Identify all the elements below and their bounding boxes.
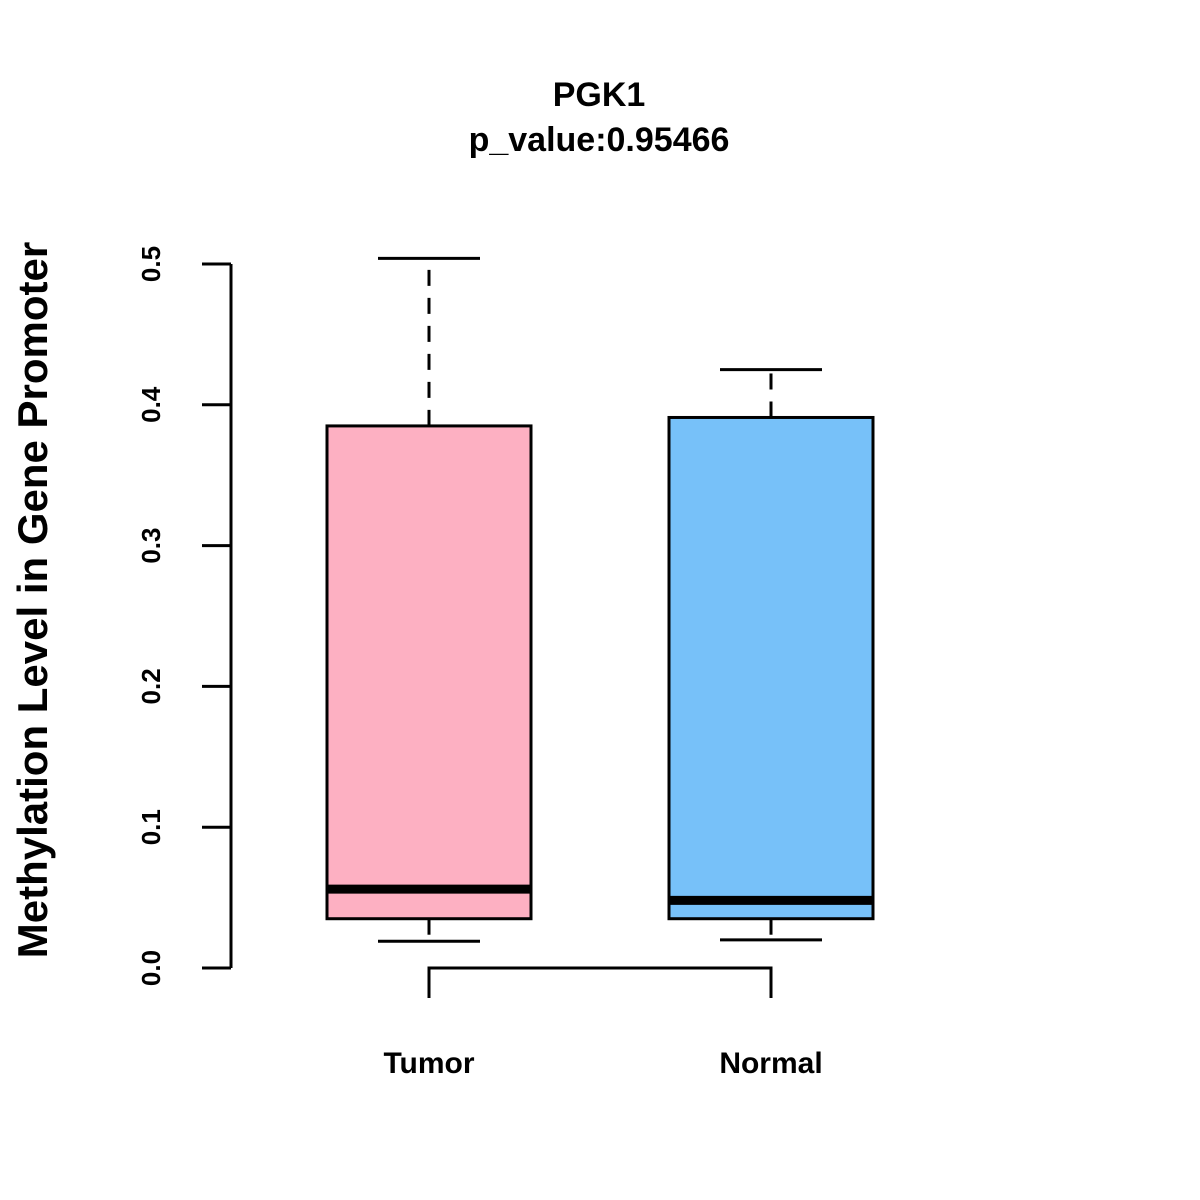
y-tick-label: 0.0 [136, 950, 166, 986]
boxes [325, 256, 875, 943]
comparison-bracket-line [427, 966, 773, 998]
y-tick-label: 0.2 [136, 668, 166, 704]
x-category-labels: Tumor Normal [383, 1047, 822, 1080]
box-tumor [325, 256, 533, 943]
chart-subtitle: p_value:0.95466 [469, 121, 730, 159]
y-tick-label: 0.1 [136, 809, 166, 845]
iqr-box [667, 415, 875, 921]
y-axis: 0.0 0.1 0.2 0.3 0.4 0.5 [136, 246, 233, 986]
y-tick-label: 0.3 [136, 528, 166, 564]
iqr-box [325, 424, 533, 921]
x-category-label: Tumor [383, 1047, 474, 1080]
chart-title: PGK1 [553, 76, 646, 114]
y-tick-label: 0.4 [136, 386, 166, 423]
y-tick-label: 0.5 [136, 246, 166, 282]
x-category-label: Normal [719, 1047, 822, 1080]
y-axis-label: Methylation Level in Gene Promoter [9, 242, 56, 958]
comparison-bracket [427, 966, 773, 998]
box-normal [667, 368, 875, 942]
